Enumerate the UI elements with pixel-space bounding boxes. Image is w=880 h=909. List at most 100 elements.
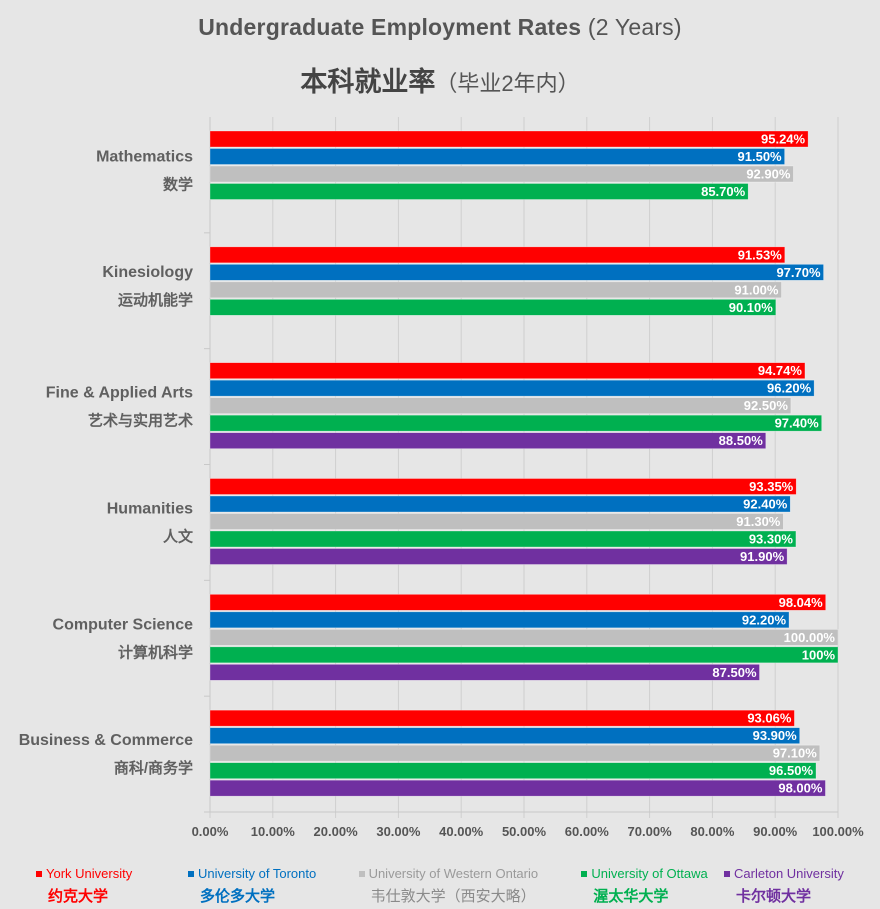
bar-value-label: 100% — [802, 647, 836, 662]
legend-entry: University of Western Ontario — [358, 866, 570, 881]
bar-chart: 0.00% 10.00% 20.00% 30.00% 40.00% 50.00% 60.00… — [19, 117, 864, 839]
bar-value-label: 97.10% — [773, 746, 818, 761]
bar-value-label: 95.24% — [761, 132, 806, 147]
legend-entry: University of Toronto — [187, 866, 347, 881]
bar-value-label: 96.50% — [769, 763, 814, 778]
bar-value-label: 94.74% — [758, 363, 803, 378]
bar-value-label: 91.53% — [738, 247, 783, 262]
bar — [209, 299, 777, 316]
bar-value-label: 93.35% — [749, 479, 794, 494]
legend-swatch — [36, 870, 42, 877]
bar — [209, 495, 791, 513]
bar — [209, 264, 824, 281]
legend-item: University of Toronto 多伦多大学 — [187, 866, 347, 906]
bar — [209, 397, 792, 414]
legend-entry: York University — [36, 866, 176, 881]
x-tick-label: 80.00% — [690, 824, 735, 839]
bar-value-label: 90.10% — [729, 300, 774, 315]
legend-swatch — [581, 870, 588, 877]
legend-label-en: York University — [46, 866, 133, 881]
bar — [209, 548, 788, 565]
category-label-zh: 商科/商务学 — [114, 759, 193, 777]
bar — [209, 183, 749, 200]
legend-label-en: University of Toronto — [197, 866, 317, 881]
legend-label-zh: 卡尔顿大学 — [736, 888, 812, 905]
x-tick-label: 30.00% — [376, 824, 421, 839]
legend-swatch — [724, 870, 731, 877]
x-tick-label: 100.00% — [812, 824, 864, 839]
bar-value-label: 93.06% — [747, 711, 792, 726]
x-tick-label: 10.00% — [251, 824, 296, 839]
bar — [209, 246, 786, 264]
category-label-zh: 计算机科学 — [118, 643, 193, 661]
category-label-zh: 人文 — [163, 528, 194, 546]
legend: York University 约克大学 University of Toronto… — [36, 866, 876, 906]
bar-value-label: 91.90% — [740, 549, 785, 564]
chart-subtitle-main: 本科就业率 — [300, 67, 436, 97]
bar-value-label: 91.30% — [736, 514, 781, 529]
category-label-en: Computer Science — [53, 616, 194, 633]
bar-value-label: 87.50% — [712, 665, 757, 680]
bar-value-label: 98.00% — [778, 781, 823, 796]
bar-value-label: 92.50% — [744, 398, 789, 413]
bar — [209, 664, 760, 681]
chart-subtitle: 本科就业率（毕业2年内） — [0, 60, 880, 99]
bar — [209, 432, 767, 449]
bar-value-label: 92.90% — [746, 167, 791, 182]
bar — [209, 629, 839, 646]
legend-label-en: University of Ottawa — [591, 866, 708, 881]
category-label-en: Fine & Applied Arts — [46, 385, 193, 402]
x-tick-label: 60.00% — [565, 824, 610, 839]
category-label-zh: 数学 — [163, 175, 193, 193]
legend-item: York University 约克大学 — [36, 866, 176, 906]
bar-value-label: 91.00% — [734, 282, 779, 297]
chart-title-paren: (2 Years) — [587, 14, 682, 40]
legend-label-zh: 渥太华大学 — [593, 888, 669, 905]
bar-value-label: 97.40% — [775, 416, 820, 431]
bar — [209, 779, 826, 797]
legend-item: University of Western Ontario 韦仕敦大学（西安大略） — [358, 866, 570, 906]
x-tick-label: 20.00% — [314, 824, 359, 839]
bar — [209, 414, 822, 432]
bar — [209, 130, 809, 148]
bar — [209, 744, 821, 762]
bar-value-label: 98.04% — [779, 595, 824, 610]
bar-value-label: 92.20% — [742, 612, 787, 627]
legend-label-en: Carleton University — [734, 866, 844, 881]
bar — [209, 611, 790, 629]
bar-value-label: 96.20% — [767, 381, 812, 396]
x-tick-label: 50.00% — [502, 824, 547, 839]
legend-swatch — [358, 870, 365, 877]
bar — [209, 148, 785, 165]
category-label-en: Mathematics — [96, 148, 193, 165]
legend-item: University of Ottawa 渥太华大学 — [581, 866, 712, 906]
bar-value-label: 88.50% — [719, 433, 764, 448]
bar — [209, 379, 815, 397]
bar — [209, 594, 826, 611]
bar — [209, 513, 784, 530]
bar — [209, 478, 797, 495]
bar — [209, 709, 795, 727]
bar-value-label: 100.00% — [784, 630, 836, 645]
bar-value-label: 93.30% — [749, 532, 794, 547]
x-tick-label: 40.00% — [439, 824, 484, 839]
bar — [209, 530, 797, 548]
legend-label-zh: 约克大学 — [48, 888, 109, 905]
category-label-en: Kinesiology — [102, 264, 193, 281]
legend-label-zh: 多伦多大学 — [199, 888, 275, 905]
x-tick-label: 0.00% — [192, 824, 229, 839]
legend-label-en: University of Western Ontario — [368, 866, 539, 881]
legend-item: Carleton University 卡尔顿大学 — [724, 866, 864, 906]
bar — [209, 362, 806, 379]
chart-subtitle-paren: （毕业2年内） — [435, 71, 580, 96]
x-tick-label: 70.00% — [628, 824, 673, 839]
bar-value-label: 93.90% — [753, 728, 798, 743]
legend-entry: University of Ottawa — [581, 866, 712, 881]
category-label-zh: 运动机能学 — [118, 291, 193, 309]
legend-entry: Carleton University — [724, 866, 864, 881]
bar — [209, 762, 817, 779]
bar — [209, 727, 800, 744]
bar-value-label: 97.70% — [776, 265, 821, 280]
category-label-zh: 艺术与实用艺术 — [88, 412, 193, 430]
chart-title-main: Undergraduate Employment Rates — [198, 14, 582, 40]
